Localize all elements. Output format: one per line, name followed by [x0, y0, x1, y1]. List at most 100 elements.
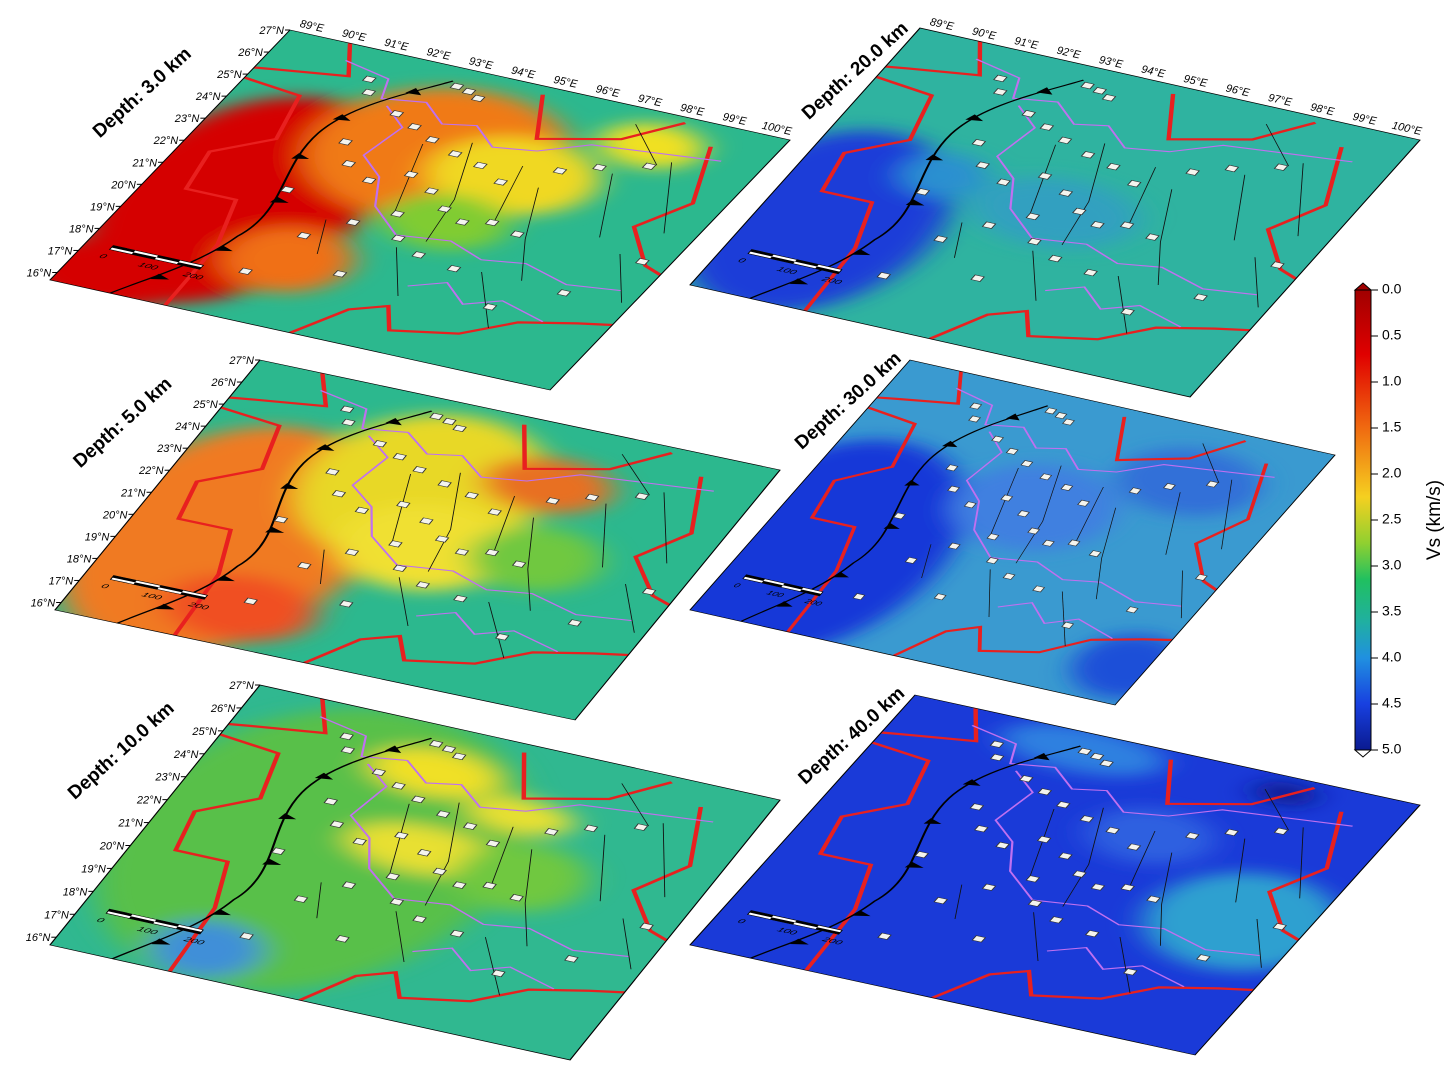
scale-label: 200 [819, 936, 845, 947]
scale-label: 0 [97, 253, 110, 261]
scale-label: 0 [736, 257, 749, 265]
scale-label: 100 [765, 589, 787, 599]
velocity-patch [334, 503, 514, 591]
latitude-label: 21°N [131, 157, 157, 169]
colorbar-tick-label: 5.0 [1382, 741, 1402, 757]
velocity-patch [426, 136, 600, 216]
scale-label: 100 [135, 926, 160, 937]
map-plane: 0 100 200 [49, 29, 791, 391]
latitude-label: 20°N [102, 509, 128, 521]
longitude-label: 92°E [1056, 45, 1083, 62]
scale-label: 0 [735, 918, 748, 926]
colorbar-tick-label: 1.0 [1382, 373, 1402, 389]
latitude-label: 24°N [173, 749, 199, 761]
colorbar-cap [1353, 282, 1373, 291]
map-frame [689, 359, 1336, 706]
longitude-label: 95°E [1182, 73, 1209, 90]
latitude-label: 27°N [228, 680, 254, 692]
colorbar-tick-label: 0.5 [1382, 327, 1402, 343]
latitude-label: 24°N [195, 91, 221, 103]
longitude-label: 90°E [341, 27, 368, 44]
scale-label: 200 [181, 936, 207, 947]
colorbar-tick-label: 0.0 [1382, 281, 1402, 297]
longitude-label: 91°E [383, 37, 410, 54]
latitude-label: 25°N [192, 399, 218, 411]
latitude-label: 23°N [174, 113, 200, 125]
latitude-label: 24°N [174, 421, 200, 433]
map-frame [689, 694, 1421, 1056]
colorbar-label: Vs (km/s) [1424, 480, 1445, 560]
scale-label: 100 [139, 591, 164, 601]
longitude-label: 94°E [510, 65, 537, 82]
velocity-patch [162, 574, 317, 642]
map-frame [689, 27, 1421, 398]
map-plane: 0 100 200 [689, 27, 1421, 398]
longitude-label: 93°E [1098, 54, 1125, 71]
colorbar-tick-label: 4.0 [1382, 649, 1402, 665]
latitude-label: 20°N [99, 840, 125, 852]
scale-label: 200 [802, 597, 825, 607]
velocity-patch [150, 920, 263, 978]
latitude-label: 16°N [31, 598, 56, 610]
map-surface [689, 695, 1420, 1055]
longitude-label: 90°E [971, 26, 998, 43]
colorbar-tick-label: 2.0 [1382, 465, 1402, 481]
longitude-label: 99°E [1351, 111, 1378, 128]
longitude-label: 96°E [1225, 82, 1252, 99]
scale-label: 100 [775, 266, 800, 277]
longitude-label: 97°E [1267, 92, 1294, 109]
latitude-label: 16°N [26, 932, 51, 944]
velocity-patch [468, 797, 576, 836]
velocity-patch [482, 457, 614, 514]
scale-label: 200 [179, 271, 205, 282]
depth-label: Depth: 3.0 km [89, 43, 196, 142]
map-plane: 0 100 200 [54, 359, 781, 721]
map-panel: 0 100 200 16°N 17°N 18°N 19°N 20°N 21°N 22°N 23°N 2… [26, 680, 781, 1061]
longitude-label: 96°E [595, 83, 622, 100]
velocity-patch [468, 526, 604, 592]
map-panel: 0 100 200 89°E 90°E 91°E 92°E 93°E 94°E 95°E 96°E 9… [689, 16, 1423, 398]
longitude-label: 95°E [552, 74, 579, 91]
velocity-patch [1085, 807, 1216, 865]
latitude-label: 17°N [49, 575, 74, 587]
map-panel: 0 100 200 16°N 17°N 18°N 19°N 20°N 21°N 22°N 23°N 2… [27, 18, 793, 391]
velocity-field [59, 414, 614, 654]
scale-label: 0 [99, 583, 111, 591]
latitude-label: 27°N [228, 355, 254, 367]
longitude-label: 97°E [637, 93, 664, 110]
latitude-label: 27°N [258, 25, 284, 37]
latitude-label: 26°N [210, 377, 236, 389]
latitude-label: 16°N [27, 268, 52, 280]
latitude-label: 26°N [210, 703, 236, 715]
colorbar-tick-label: 2.5 [1382, 511, 1402, 527]
longitude-label: 89°E [299, 18, 326, 35]
longitude-label: 93°E [468, 55, 495, 72]
velocity-patch [380, 193, 510, 250]
map-surface [49, 685, 780, 1060]
longitude-label: 91°E [1013, 35, 1040, 52]
latitude-label: 21°N [117, 818, 143, 830]
longitude-label: 89°E [929, 16, 956, 33]
colorbar: Vs (km/s) 0.0 0.5 1.0 1.5 2.0 2.5 3.0 3.5 4.0 4.5… [1353, 281, 1445, 758]
longitude-label: 94°E [1140, 64, 1167, 81]
velocity-patch [597, 122, 705, 169]
scale-label: 200 [818, 275, 844, 286]
latitude-label: 23°N [154, 772, 180, 784]
panels: 0 100 200 16°N 17°N 18°N 19°N 20°N 21°N 22°N 23°N 2… [26, 16, 1423, 1061]
velocity-patch [221, 226, 355, 293]
longitude-label: 98°E [679, 102, 706, 119]
longitude-label: 98°E [1309, 101, 1336, 118]
latitude-label: 22°N [138, 465, 164, 477]
colorbar-tick-label: 1.5 [1382, 419, 1402, 435]
scale-label: 100 [775, 926, 800, 937]
scale-label: 0 [732, 582, 743, 590]
latitude-label: 21°N [120, 487, 146, 499]
velocity-patch [900, 152, 989, 198]
latitude-label: 19°N [81, 863, 106, 875]
latitude-label: 25°N [216, 69, 242, 81]
map-plane: 0 100 200 [689, 694, 1421, 1056]
latitude-label: 18°N [67, 553, 92, 565]
latitude-label: 19°N [90, 201, 115, 213]
